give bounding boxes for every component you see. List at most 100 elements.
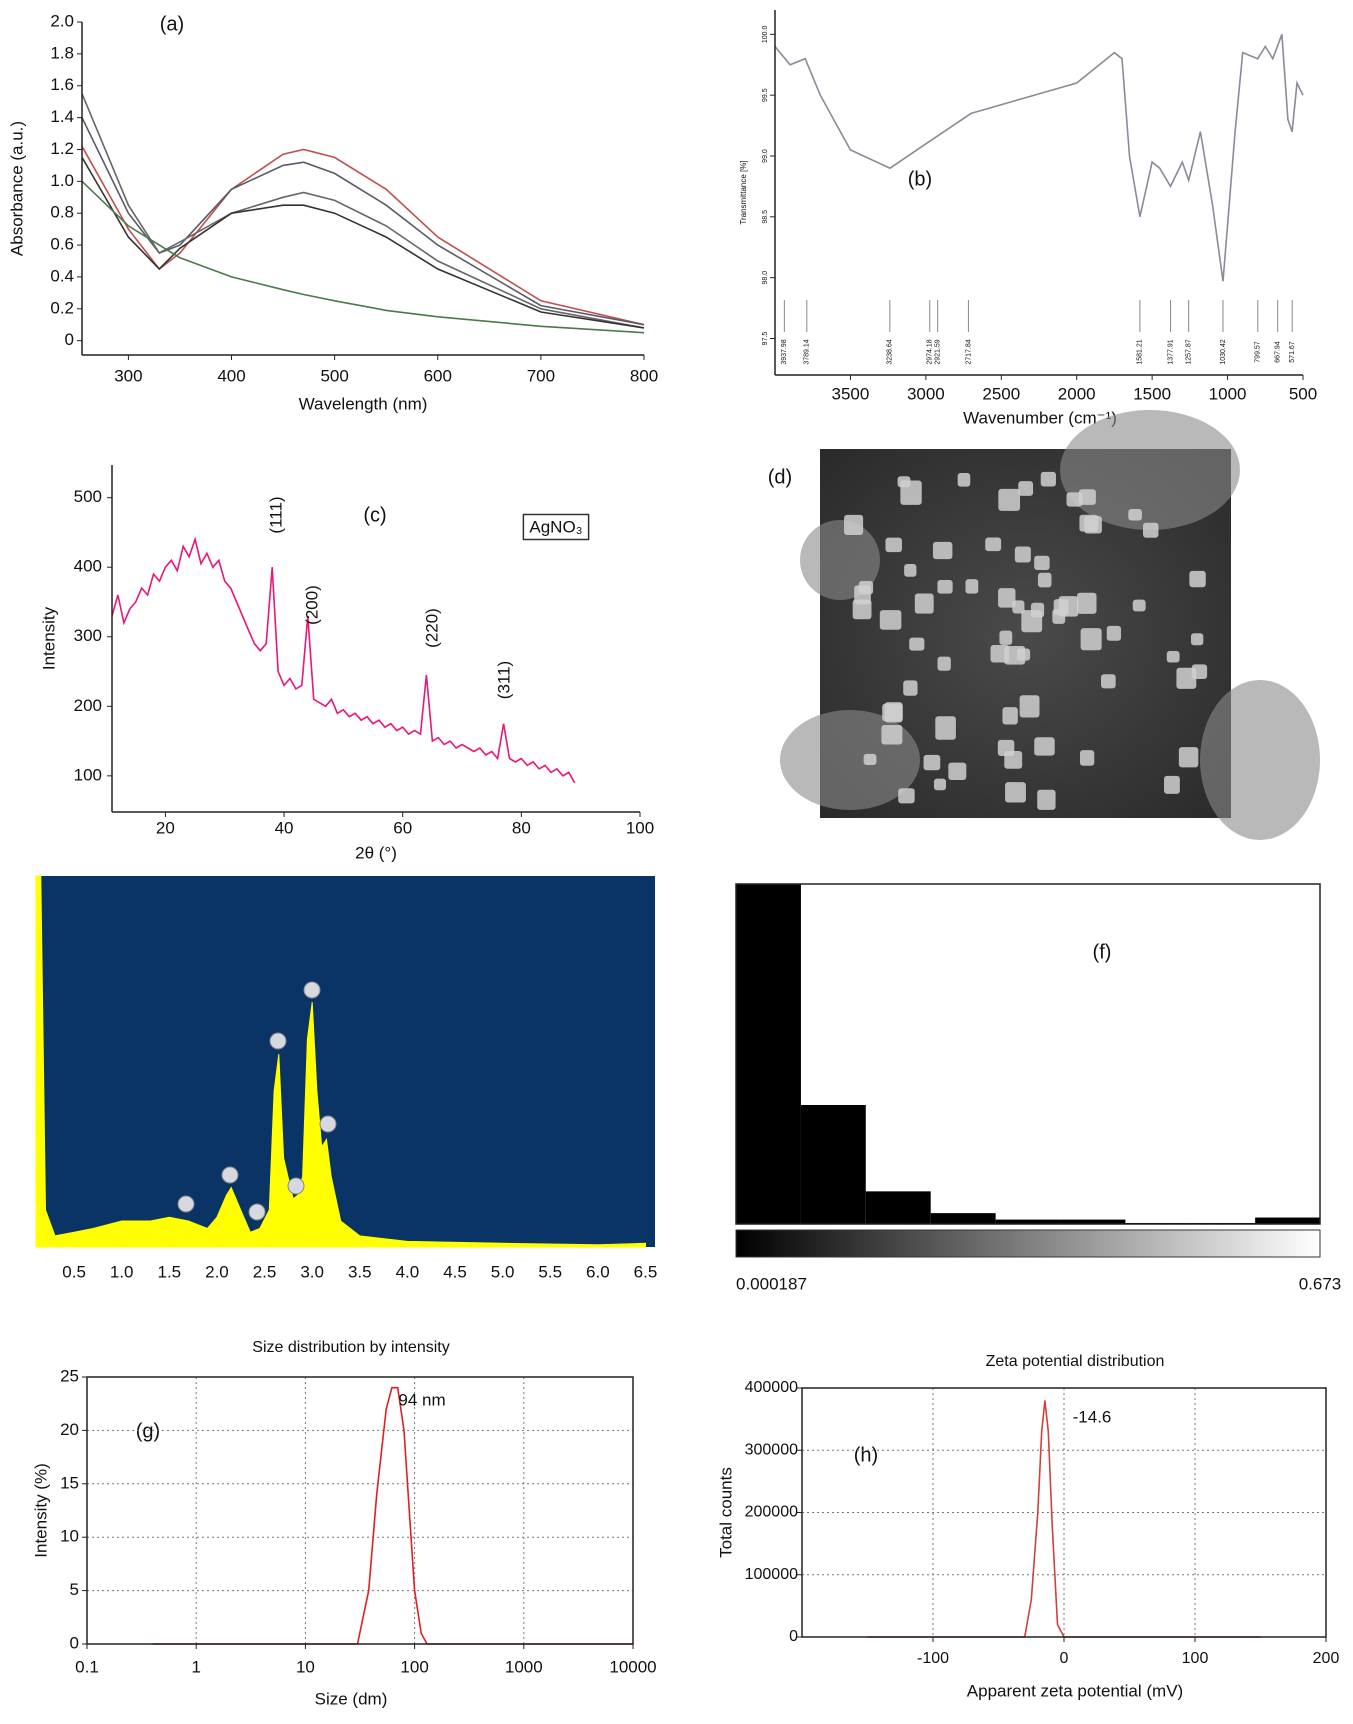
sem-particle — [881, 724, 903, 745]
y-tick-label: 20 — [60, 1420, 79, 1439]
y-tick-label: 400 — [74, 557, 102, 576]
x-tick-label: 4.5 — [443, 1262, 467, 1281]
y-axis-label: Total counts — [716, 1467, 735, 1558]
x-tick-label: 100 — [400, 1657, 428, 1676]
sem-patch — [1060, 410, 1240, 530]
sem-particle — [897, 476, 911, 488]
sem-particle — [935, 716, 956, 740]
sem-particle — [1018, 481, 1034, 496]
sem-particle — [898, 788, 915, 804]
data-line — [152, 1386, 633, 1645]
histogram-bar — [736, 884, 801, 1224]
sem-particle — [1002, 707, 1018, 725]
sem-particle — [904, 564, 917, 577]
sem-particle — [1034, 737, 1055, 756]
peak-label: 667.94 — [1275, 341, 1282, 363]
panel-label: (c) — [363, 504, 386, 526]
sem-particle — [1005, 782, 1026, 803]
peak-label: 3789.14 — [804, 339, 811, 364]
x-tick-label: 400 — [217, 366, 245, 385]
histogram-bar — [800, 1105, 866, 1224]
x-tick-label: 10 — [296, 1657, 315, 1676]
histogram-bar — [1060, 1219, 1126, 1224]
sem-particle — [965, 579, 979, 594]
x-tick-label: 800 — [630, 366, 658, 385]
x-tick-label: 0.000187 — [736, 1274, 807, 1293]
x-tick-label: 0 — [1060, 1650, 1069, 1667]
sem-particle — [1037, 789, 1056, 810]
annotation: (200) — [302, 585, 321, 625]
x-axis-label: Apparent zeta potential (mV) — [967, 1681, 1183, 1700]
x-tick-label: 5.0 — [491, 1262, 515, 1281]
sem-particle — [937, 656, 951, 671]
y-tick-label: 98.0 — [762, 271, 769, 285]
y-tick-label: 0.2 — [50, 298, 74, 317]
sem-particle — [1004, 750, 1023, 769]
y-axis-label: Transmittance [%] — [739, 160, 748, 224]
sem-particle — [1079, 750, 1095, 766]
y-tick-label: 97.5 — [762, 332, 769, 346]
x-tick-label: 0.5 — [62, 1262, 86, 1281]
panel-label: (b) — [908, 168, 932, 190]
y-tick-label: 1.0 — [50, 171, 74, 190]
y-tick-label: 2.0 — [50, 11, 74, 30]
y-tick-label: 0.8 — [50, 203, 74, 222]
x-tick-label: 3500 — [832, 384, 870, 403]
spectrum-area — [35, 875, 647, 1248]
x-tick-label: 20 — [156, 818, 175, 837]
y-tick-label: 99.0 — [762, 149, 769, 163]
x-tick-label: 6.5 — [634, 1262, 658, 1281]
histogram-bar — [1255, 1217, 1320, 1224]
sem-particle — [923, 754, 941, 771]
chart-title: Size distribution by intensity — [252, 1339, 449, 1356]
annotation: 94 nm — [398, 1390, 445, 1409]
panel-label: (a) — [160, 13, 184, 35]
y-tick-label: 100000 — [745, 1566, 798, 1583]
sem-particle — [1004, 646, 1026, 665]
sem-particle — [884, 702, 903, 723]
y-tick-label: 25 — [60, 1366, 79, 1385]
y-tick-label: 300 — [74, 626, 102, 645]
annotation: (311) — [494, 661, 513, 699]
peak-label: 799.57 — [1255, 341, 1262, 363]
peak-marker — [177, 1195, 195, 1213]
x-tick-label: 60 — [393, 818, 412, 837]
sem-patch — [1200, 680, 1320, 840]
y-tick-label: 0 — [70, 1633, 79, 1652]
sem-particle — [1106, 625, 1122, 641]
peak-label: 2974.18 — [927, 339, 934, 364]
sem-image — [780, 410, 1320, 840]
x-tick-label: 100 — [626, 818, 654, 837]
y-tick-label: 5 — [70, 1580, 79, 1599]
sem-particle — [1166, 651, 1180, 663]
x-tick-label: 5.5 — [538, 1262, 562, 1281]
data-line — [81, 93, 645, 329]
x-tick-label: 3000 — [907, 384, 945, 403]
x-tick-label: 2.5 — [253, 1262, 277, 1281]
chart-title: Zeta potential distribution — [986, 1353, 1165, 1370]
x-tick-label: 3.5 — [348, 1262, 372, 1281]
panel-label: (g) — [136, 1420, 160, 1442]
sem-particle — [844, 514, 864, 536]
y-axis-label: Absorbance (a.u.) — [7, 121, 26, 256]
peak-label: 1257.87 — [1186, 339, 1193, 364]
x-tick-label: 0.1 — [75, 1657, 99, 1676]
sem-particle — [909, 637, 925, 651]
sem-patch — [800, 520, 880, 600]
x-tick-label: 100 — [1182, 1650, 1209, 1667]
x-tick-label: 1.0 — [110, 1262, 134, 1281]
x-tick-label: 500 — [320, 366, 348, 385]
peak-label: 1030.42 — [1220, 339, 1227, 364]
peak-marker — [248, 1203, 266, 1221]
y-tick-label: 200 — [74, 696, 102, 715]
peak-label: 3238.64 — [887, 339, 894, 364]
annotation-box — [522, 513, 590, 541]
peak-marker — [319, 1115, 337, 1133]
panel-label: (h) — [854, 1444, 878, 1466]
x-tick-label: 500 — [1289, 384, 1317, 403]
x-tick-label: 1500 — [1133, 384, 1171, 403]
sem-particle — [998, 588, 1016, 608]
x-tick-label: 0.673 — [1299, 1274, 1342, 1293]
y-tick-label: 98.5 — [762, 210, 769, 224]
panel-label: (f) — [1093, 941, 1112, 963]
